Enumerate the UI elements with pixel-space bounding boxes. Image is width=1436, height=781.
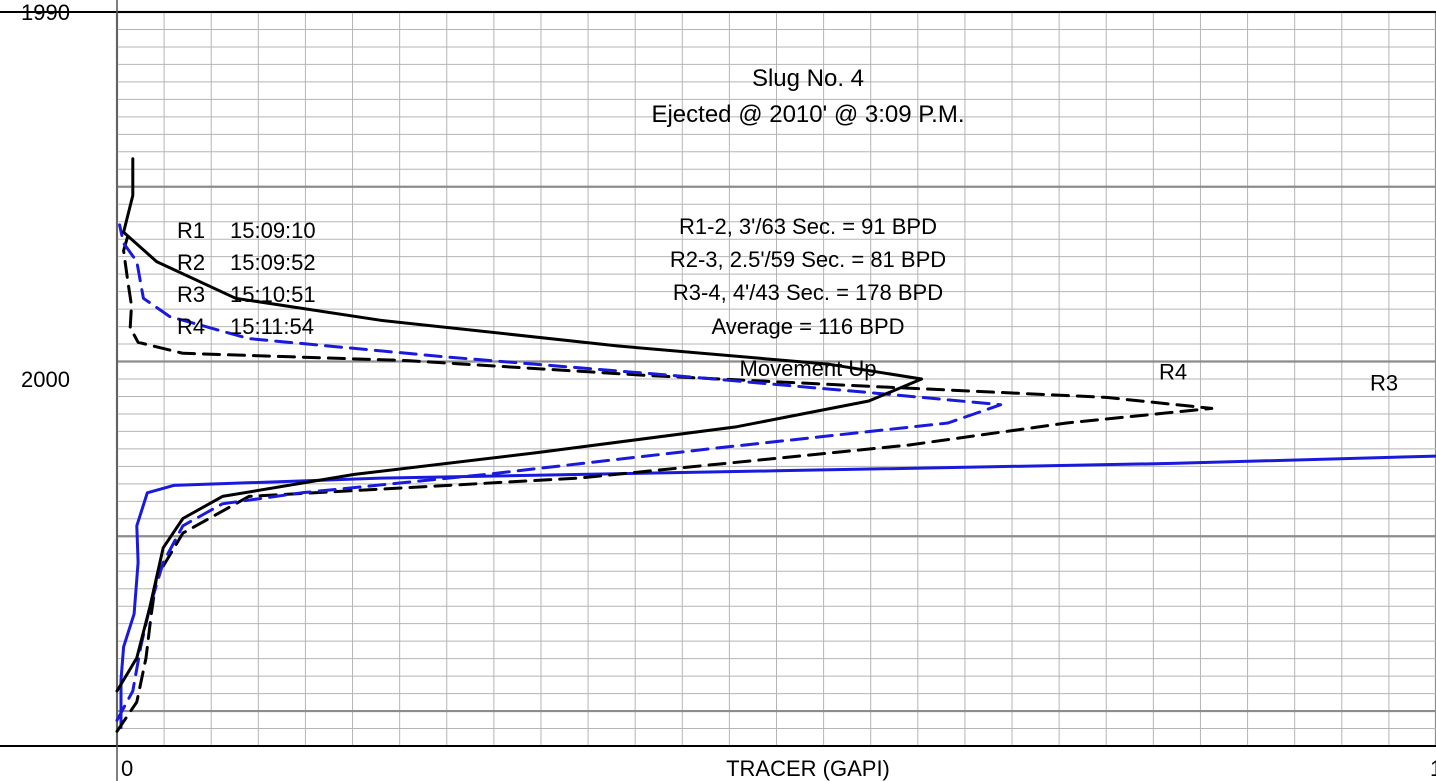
title-line-2: Ejected @ 2010' @ 3:09 P.M. <box>651 101 964 128</box>
title-line-1: Slug No. 4 <box>752 65 864 92</box>
x-tick-label: 0 <box>121 756 133 781</box>
time-value-r2: 15:09:52 <box>230 250 316 275</box>
time-label-r2: R2 <box>177 250 205 275</box>
x-axis-label: TRACER (GAPI) <box>726 756 890 781</box>
curve-label-layer: R4R3R2R1 <box>1159 360 1398 396</box>
curve-label-r3: R3 <box>1370 371 1398 396</box>
time-value-r1: 15:09:10 <box>230 218 316 243</box>
rate-r1-2: R1-2, 3'/63 Sec. = 91 BPD <box>679 214 937 239</box>
time-value-r4: 15:11:54 <box>230 314 314 339</box>
y-tick-label: 2000 <box>21 367 70 392</box>
movement-note: Movement Up <box>740 356 877 381</box>
rate-r2-3: R2-3, 2.5'/59 Sec. = 81 BPD <box>670 247 946 272</box>
time-value-r3: 15:10:51 <box>230 282 316 307</box>
x-tick-label: 1 <box>1430 756 1436 781</box>
time-label-r4: R4 <box>177 314 205 339</box>
rate-r3-4: R3-4, 4'/43 Sec. = 178 BPD <box>673 280 943 305</box>
time-label-r3: R3 <box>177 282 205 307</box>
series-line-r1-solid <box>119 454 1436 730</box>
time-table: R1 15:09:10 R2 15:09:52 R3 15:10:51 R4 1… <box>177 218 316 339</box>
rate-table: R1-2, 3'/63 Sec. = 91 BPD R2-3, 2.5'/59 … <box>670 214 946 381</box>
curve-label-r4: R4 <box>1159 360 1187 385</box>
time-label-r1: R1 <box>177 218 205 243</box>
tick-layer: 1990 2000 0 1 <box>21 0 1436 781</box>
series-layer <box>115 157 1436 733</box>
y-tick-label: 1990 <box>21 0 70 25</box>
annotation-layer: Slug No. 4 Ejected @ 2010' @ 3:09 P.M. R… <box>177 65 965 381</box>
series-line-r4-solid <box>115 157 924 693</box>
rate-average: Average = 116 BPD <box>711 314 904 339</box>
